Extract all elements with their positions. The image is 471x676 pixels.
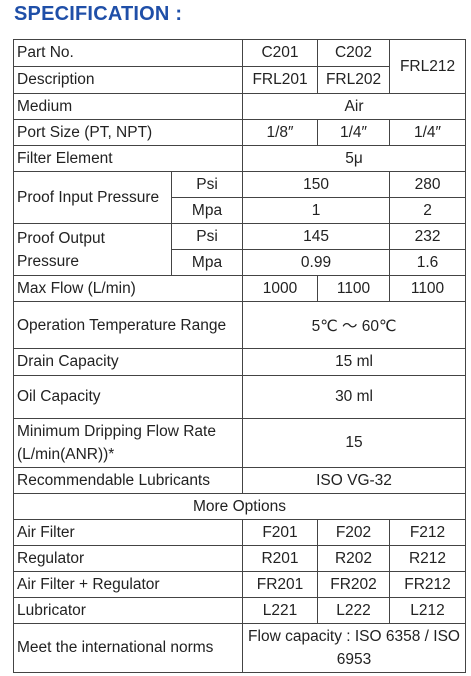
air-filter-regulator-label: Air Filter + Regulator <box>12 571 244 598</box>
air-filter-regulator-v1: FR201 <box>242 571 319 598</box>
filter-element-value: 5μ <box>242 145 467 172</box>
part-no-c201: C201 <box>242 39 319 67</box>
regulator-v3: R212 <box>389 545 467 572</box>
part-no-c202: C202 <box>317 39 391 67</box>
row-international-norms: Meet the international norms Flow capaci… <box>12 623 467 673</box>
max-flow-v1: 1000 <box>242 275 319 302</box>
lubricator-v3: L212 <box>389 597 467 624</box>
regulator-label: Regulator <box>12 545 244 572</box>
description-frl202: FRL202 <box>317 66 391 94</box>
air-filter-v2: F202 <box>317 519 391 546</box>
row-operation-temperature: Operation Temperature Range 5℃ ～ 60℃ <box>12 301 467 349</box>
proof-output-unit-mpa: Mpa <box>170 249 244 276</box>
operation-temperature-label: Operation Temperature Range <box>12 301 244 349</box>
row-oil-capacity: Oil Capacity 30 ml <box>12 375 467 419</box>
proof-output-psi-v3: 232 <box>389 223 467 250</box>
row-min-dripping-flow: Minimum Dripping Flow Rate (L/min(ANR))*… <box>12 418 467 468</box>
row-filter-element: Filter Element 5μ <box>12 145 467 172</box>
max-flow-label: Max Flow (L/min) <box>12 275 244 302</box>
row-port-size: Port Size (PT, NPT) 1/8″ 1/4″ 1/4″ <box>12 119 467 146</box>
lubricants-value: ISO VG-32 <box>242 467 467 494</box>
row-description: Description FRL201 FRL202 <box>12 66 466 94</box>
proof-output-mpa-v3: 1.6 <box>389 249 467 276</box>
air-filter-regulator-v2: FR202 <box>317 571 391 598</box>
row-lubricator: Lubricator L221 L222 L212 <box>12 597 467 624</box>
medium-value: Air <box>242 93 467 120</box>
norms-value: Flow capacity : ISO 6358 / ISO 6953 <box>242 623 467 673</box>
air-filter-label: Air Filter <box>12 519 244 546</box>
oil-capacity-label: Oil Capacity <box>12 375 244 419</box>
row-max-flow: Max Flow (L/min) 1000 1100 1100 <box>12 275 467 302</box>
port-size-v3: 1/4″ <box>389 119 467 146</box>
medium-label: Medium <box>12 93 244 120</box>
row-medium: Medium Air <box>12 93 467 120</box>
proof-input-psi-v3: 280 <box>389 171 467 198</box>
row-more-options: More Options <box>12 493 467 520</box>
proof-output-mpa-v1: 0.99 <box>242 249 391 276</box>
oil-capacity-value: 30 ml <box>242 375 467 419</box>
port-size-label: Port Size (PT, NPT) <box>12 119 244 146</box>
specification-table: Part No. C201 C202 FRL212 Description FR… <box>12 39 467 673</box>
part-no-frl212: FRL212 <box>389 39 467 94</box>
description-frl201: FRL201 <box>242 66 319 94</box>
air-filter-v1: F201 <box>242 519 319 546</box>
norms-label: Meet the international norms <box>12 623 244 673</box>
air-filter-v3: F212 <box>389 519 467 546</box>
row-lubricants: Recommendable Lubricants ISO VG-32 <box>12 467 467 494</box>
more-options-header: More Options <box>12 493 467 520</box>
row-proof-output-mpa: Mpa 0.99 1.6 <box>14 249 467 276</box>
min-dripping-flow-label: Minimum Dripping Flow Rate (L/min(ANR))* <box>12 418 244 468</box>
operation-temperature-value: 5℃ ～ 60℃ <box>242 301 467 349</box>
part-no-label: Part No. <box>12 39 244 67</box>
proof-output-psi-v1: 145 <box>242 223 391 250</box>
description-label: Description <box>12 66 244 94</box>
max-flow-v3: 1100 <box>389 275 467 302</box>
drain-capacity-label: Drain Capacity <box>12 348 244 376</box>
proof-input-mpa-v1: 1 <box>242 197 391 224</box>
proof-input-mpa-v3: 2 <box>389 197 467 224</box>
filter-element-label: Filter Element <box>12 145 244 172</box>
page-title: SPECIFICATION : <box>14 3 183 25</box>
max-flow-v2: 1100 <box>317 275 391 302</box>
port-size-v1: 1/8″ <box>242 119 319 146</box>
row-proof-input-mpa: Mpa 1 2 <box>14 197 467 224</box>
row-part-no: Part No. C201 C202 FRL212 <box>12 39 467 94</box>
row-air-filter-regulator: Air Filter + Regulator FR201 FR202 FR212 <box>12 571 467 598</box>
port-size-v2: 1/4″ <box>317 119 391 146</box>
proof-input-unit-mpa: Mpa <box>170 197 244 224</box>
lubricants-label: Recommendable Lubricants <box>12 467 244 494</box>
proof-input-label: Proof Input Pressure <box>13 171 172 224</box>
lubricator-v1: L221 <box>242 597 319 624</box>
row-proof-input-psi: Proof Input Pressure Psi 150 280 <box>13 171 467 224</box>
lubricator-v2: L222 <box>317 597 391 624</box>
air-filter-regulator-v3: FR212 <box>389 571 467 598</box>
proof-input-psi-v1: 150 <box>242 171 391 198</box>
proof-input-unit-psi: Psi <box>170 171 244 198</box>
row-drain-capacity: Drain Capacity 15 ml <box>12 348 467 376</box>
row-proof-output-psi: Proof Output Pressure Psi 145 232 <box>13 223 467 276</box>
proof-output-label: Proof Output Pressure <box>13 223 172 276</box>
row-air-filter: Air Filter F201 F202 F212 <box>12 519 467 546</box>
regulator-v2: R202 <box>317 545 391 572</box>
proof-output-unit-psi: Psi <box>170 223 244 250</box>
min-dripping-flow-value: 15 <box>242 418 467 468</box>
drain-capacity-value: 15 ml <box>242 348 467 376</box>
lubricator-label: Lubricator <box>12 597 244 624</box>
row-regulator: Regulator R201 R202 R212 <box>12 545 467 572</box>
regulator-v1: R201 <box>242 545 319 572</box>
